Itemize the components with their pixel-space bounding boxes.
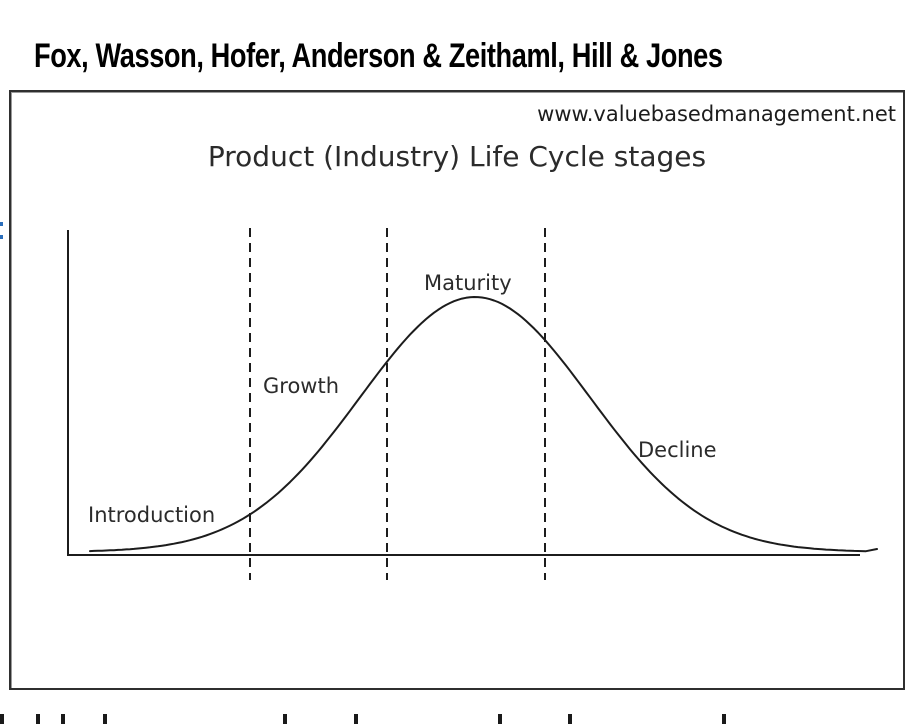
bottom-cropped-glyph-top-4	[103, 714, 107, 724]
page-title: Fox, Wasson, Hofer, Anderson & Zeithaml,…	[34, 36, 723, 75]
bottom-cropped-glyph-top-8	[568, 714, 572, 724]
left-edge-cropped-mark-2	[0, 235, 3, 239]
diagram-panel: www.valuebasedmanagement.net Product (In…	[9, 90, 905, 690]
bottom-cropped-glyph-top-2	[36, 714, 40, 724]
bottom-cropped-glyph-top-3	[61, 714, 65, 724]
left-edge-cropped-mark-1	[0, 222, 3, 226]
watermark-url-text: www.valuebasedmanagement.net	[537, 102, 896, 126]
bottom-cropped-glyph-top-7	[498, 714, 502, 724]
bottom-cropped-glyph-top-1	[0, 714, 4, 724]
chart-title: Product (Industry) Life Cycle stages	[207, 140, 707, 173]
bottom-cropped-glyph-top-6	[354, 714, 358, 724]
bottom-cropped-glyph-top-5	[283, 714, 287, 724]
bottom-cropped-glyph-top-9	[722, 714, 726, 724]
